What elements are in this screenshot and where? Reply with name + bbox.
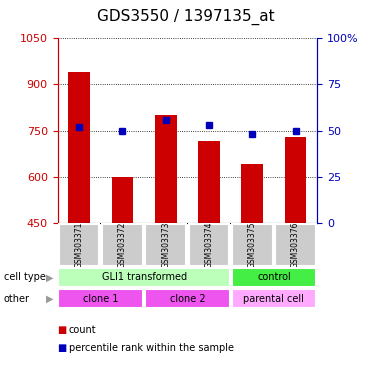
Text: clone 2: clone 2 — [170, 293, 205, 304]
Bar — [232, 289, 316, 308]
Text: GSM303374: GSM303374 — [204, 222, 213, 268]
Text: ■: ■ — [58, 325, 67, 335]
Bar — [58, 268, 230, 287]
Bar — [242, 164, 263, 223]
Bar — [232, 224, 273, 266]
Bar — [285, 137, 306, 223]
Text: ▶: ▶ — [46, 293, 54, 304]
Text: ■: ■ — [58, 343, 67, 353]
Text: ▶: ▶ — [46, 272, 54, 283]
Text: control: control — [257, 272, 291, 283]
Bar — [155, 115, 177, 223]
Bar — [198, 141, 220, 223]
Bar — [232, 268, 316, 287]
Text: other: other — [4, 293, 30, 304]
Text: GSM303372: GSM303372 — [118, 222, 127, 268]
Text: GSM303376: GSM303376 — [291, 222, 300, 268]
Bar — [102, 224, 143, 266]
Bar — [275, 224, 316, 266]
Text: parental cell: parental cell — [243, 293, 304, 304]
Text: GSM303375: GSM303375 — [248, 222, 257, 268]
Text: count: count — [69, 325, 96, 335]
Text: cell type: cell type — [4, 272, 46, 283]
Bar — [145, 224, 186, 266]
Text: clone 1: clone 1 — [83, 293, 119, 304]
Bar — [188, 224, 229, 266]
Text: GLI1 transformed: GLI1 transformed — [102, 272, 187, 283]
Bar — [59, 224, 99, 266]
Text: GSM303373: GSM303373 — [161, 222, 170, 268]
Text: GSM303371: GSM303371 — [75, 222, 83, 268]
Bar — [58, 289, 143, 308]
Bar — [68, 72, 90, 223]
Text: percentile rank within the sample: percentile rank within the sample — [69, 343, 234, 353]
Bar — [145, 289, 230, 308]
Text: GDS3550 / 1397135_at: GDS3550 / 1397135_at — [97, 9, 274, 25]
Bar — [112, 177, 133, 223]
